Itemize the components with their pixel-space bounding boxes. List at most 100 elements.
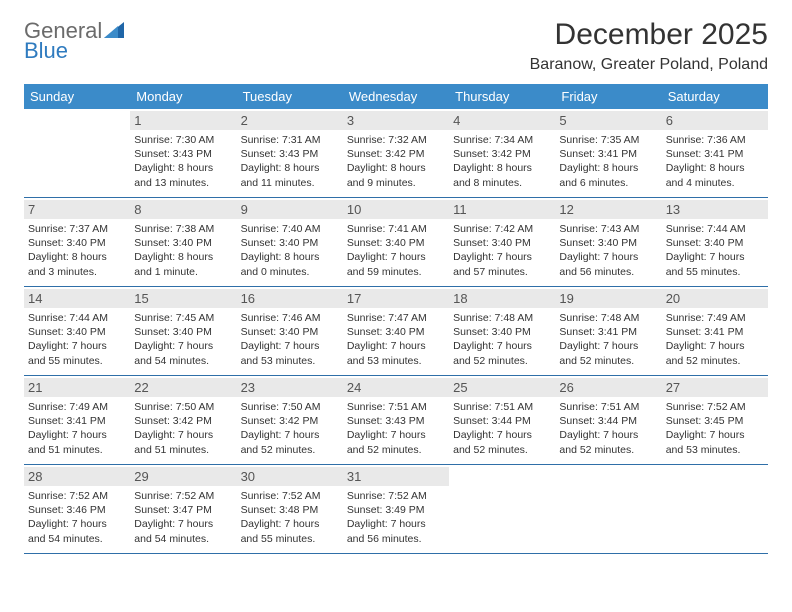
day-cell: 26Sunrise: 7:51 AMSunset: 3:44 PMDayligh… <box>555 376 661 464</box>
sunrise-text: Sunrise: 7:40 AM <box>241 222 339 236</box>
daylight-text: Daylight: 8 hours and 9 minutes. <box>347 161 445 189</box>
daylight-text: Daylight: 7 hours and 52 minutes. <box>241 428 339 456</box>
day-cell: 7Sunrise: 7:37 AMSunset: 3:40 PMDaylight… <box>24 198 130 286</box>
logo-text-wrap: General Blue <box>24 18 124 64</box>
day-info: Sunrise: 7:43 AMSunset: 3:40 PMDaylight:… <box>559 222 657 279</box>
sunrise-text: Sunrise: 7:44 AM <box>666 222 764 236</box>
sunset-text: Sunset: 3:43 PM <box>134 147 232 161</box>
daylight-text: Daylight: 7 hours and 55 minutes. <box>241 517 339 545</box>
week-row: 21Sunrise: 7:49 AMSunset: 3:41 PMDayligh… <box>24 376 768 465</box>
day-cell: 30Sunrise: 7:52 AMSunset: 3:48 PMDayligh… <box>237 465 343 553</box>
day-number: 28 <box>24 467 130 486</box>
sunset-text: Sunset: 3:46 PM <box>28 503 126 517</box>
sunset-text: Sunset: 3:41 PM <box>666 147 764 161</box>
daylight-text: Daylight: 7 hours and 53 minutes. <box>241 339 339 367</box>
day-number: 18 <box>449 289 555 308</box>
day-cell <box>555 465 661 553</box>
day-number: 14 <box>24 289 130 308</box>
daylight-text: Daylight: 8 hours and 3 minutes. <box>28 250 126 278</box>
daylight-text: Daylight: 7 hours and 52 minutes. <box>559 428 657 456</box>
day-cell: 31Sunrise: 7:52 AMSunset: 3:49 PMDayligh… <box>343 465 449 553</box>
sunrise-text: Sunrise: 7:51 AM <box>347 400 445 414</box>
day-info: Sunrise: 7:51 AMSunset: 3:43 PMDaylight:… <box>347 400 445 457</box>
day-info: Sunrise: 7:52 AMSunset: 3:45 PMDaylight:… <box>666 400 764 457</box>
day-cell: 22Sunrise: 7:50 AMSunset: 3:42 PMDayligh… <box>130 376 236 464</box>
sunrise-text: Sunrise: 7:32 AM <box>347 133 445 147</box>
day-header: Friday <box>555 84 661 109</box>
sunset-text: Sunset: 3:42 PM <box>347 147 445 161</box>
sunrise-text: Sunrise: 7:31 AM <box>241 133 339 147</box>
day-cell: 10Sunrise: 7:41 AMSunset: 3:40 PMDayligh… <box>343 198 449 286</box>
day-number: 21 <box>24 378 130 397</box>
week-row: 7Sunrise: 7:37 AMSunset: 3:40 PMDaylight… <box>24 198 768 287</box>
daylight-text: Daylight: 7 hours and 54 minutes. <box>134 339 232 367</box>
day-cell: 19Sunrise: 7:48 AMSunset: 3:41 PMDayligh… <box>555 287 661 375</box>
sunset-text: Sunset: 3:42 PM <box>453 147 551 161</box>
sunset-text: Sunset: 3:40 PM <box>134 325 232 339</box>
day-cell: 11Sunrise: 7:42 AMSunset: 3:40 PMDayligh… <box>449 198 555 286</box>
day-cell <box>662 465 768 553</box>
day-number: 12 <box>555 200 661 219</box>
day-info: Sunrise: 7:38 AMSunset: 3:40 PMDaylight:… <box>134 222 232 279</box>
sunrise-text: Sunrise: 7:45 AM <box>134 311 232 325</box>
day-number: 17 <box>343 289 449 308</box>
day-info: Sunrise: 7:32 AMSunset: 3:42 PMDaylight:… <box>347 133 445 190</box>
day-header: Sunday <box>24 84 130 109</box>
daylight-text: Daylight: 7 hours and 56 minutes. <box>559 250 657 278</box>
sunset-text: Sunset: 3:42 PM <box>134 414 232 428</box>
day-number: 22 <box>130 378 236 397</box>
day-cell: 6Sunrise: 7:36 AMSunset: 3:41 PMDaylight… <box>662 109 768 197</box>
day-info: Sunrise: 7:45 AMSunset: 3:40 PMDaylight:… <box>134 311 232 368</box>
day-header: Tuesday <box>237 84 343 109</box>
daylight-text: Daylight: 7 hours and 54 minutes. <box>134 517 232 545</box>
day-cell: 4Sunrise: 7:34 AMSunset: 3:42 PMDaylight… <box>449 109 555 197</box>
sunrise-text: Sunrise: 7:51 AM <box>453 400 551 414</box>
sunrise-text: Sunrise: 7:52 AM <box>28 489 126 503</box>
day-cell: 8Sunrise: 7:38 AMSunset: 3:40 PMDaylight… <box>130 198 236 286</box>
sunrise-text: Sunrise: 7:52 AM <box>666 400 764 414</box>
daylight-text: Daylight: 7 hours and 59 minutes. <box>347 250 445 278</box>
day-cell: 20Sunrise: 7:49 AMSunset: 3:41 PMDayligh… <box>662 287 768 375</box>
daylight-text: Daylight: 8 hours and 8 minutes. <box>453 161 551 189</box>
day-cell: 12 Sunrise: 7:43 AMSunset: 3:40 PMDayligh… <box>555 198 661 286</box>
sunrise-text: Sunrise: 7:49 AM <box>28 400 126 414</box>
day-cell: 17Sunrise: 7:47 AMSunset: 3:40 PMDayligh… <box>343 287 449 375</box>
daylight-text: Daylight: 8 hours and 0 minutes. <box>241 250 339 278</box>
sunset-text: Sunset: 3:40 PM <box>347 236 445 250</box>
day-number: 31 <box>343 467 449 486</box>
day-cell: 1Sunrise: 7:30 AMSunset: 3:43 PMDaylight… <box>130 109 236 197</box>
sunset-text: Sunset: 3:40 PM <box>559 236 657 250</box>
day-number: 16 <box>237 289 343 308</box>
sunset-text: Sunset: 3:40 PM <box>241 325 339 339</box>
day-cell: 28Sunrise: 7:52 AMSunset: 3:46 PMDayligh… <box>24 465 130 553</box>
week-row: 14Sunrise: 7:44 AMSunset: 3:40 PMDayligh… <box>24 287 768 376</box>
day-number: 29 <box>130 467 236 486</box>
daylight-text: Daylight: 7 hours and 52 minutes. <box>453 428 551 456</box>
day-cell <box>449 465 555 553</box>
daylight-text: Daylight: 7 hours and 56 minutes. <box>347 517 445 545</box>
sunrise-text: Sunrise: 7:38 AM <box>134 222 232 236</box>
daylight-text: Daylight: 8 hours and 1 minute. <box>134 250 232 278</box>
day-number: 24 <box>343 378 449 397</box>
day-info: Sunrise: 7:52 AMSunset: 3:47 PMDaylight:… <box>134 489 232 546</box>
daylight-text: Daylight: 7 hours and 52 minutes. <box>453 339 551 367</box>
daylight-text: Daylight: 8 hours and 4 minutes. <box>666 161 764 189</box>
sunrise-text: Sunrise: 7:42 AM <box>453 222 551 236</box>
sunrise-text: Sunrise: 7:47 AM <box>347 311 445 325</box>
sunset-text: Sunset: 3:41 PM <box>28 414 126 428</box>
day-info: Sunrise: 7:41 AMSunset: 3:40 PMDaylight:… <box>347 222 445 279</box>
day-cell: 2Sunrise: 7:31 AMSunset: 3:43 PMDaylight… <box>237 109 343 197</box>
day-header: Saturday <box>662 84 768 109</box>
day-number: 2 <box>237 111 343 130</box>
daylight-text: Daylight: 7 hours and 51 minutes. <box>28 428 126 456</box>
day-cell: 16 Sunrise: 7:46 AMSunset: 3:40 PMDayligh… <box>237 287 343 375</box>
day-info: Sunrise: 7:49 AMSunset: 3:41 PMDaylight:… <box>28 400 126 457</box>
logo-part2: Blue <box>24 38 68 63</box>
daylight-text: Daylight: 7 hours and 55 minutes. <box>28 339 126 367</box>
sunrise-text: Sunrise: 7:52 AM <box>134 489 232 503</box>
day-cell: 15Sunrise: 7:45 AMSunset: 3:40 PMDayligh… <box>130 287 236 375</box>
day-info: Sunrise: 7:30 AMSunset: 3:43 PMDaylight:… <box>134 133 232 190</box>
weeks-container: 1Sunrise: 7:30 AMSunset: 3:43 PMDaylight… <box>24 109 768 554</box>
day-info: Sunrise: 7:46 AMSunset: 3:40 PMDaylight:… <box>241 311 339 368</box>
day-cell <box>24 109 130 197</box>
